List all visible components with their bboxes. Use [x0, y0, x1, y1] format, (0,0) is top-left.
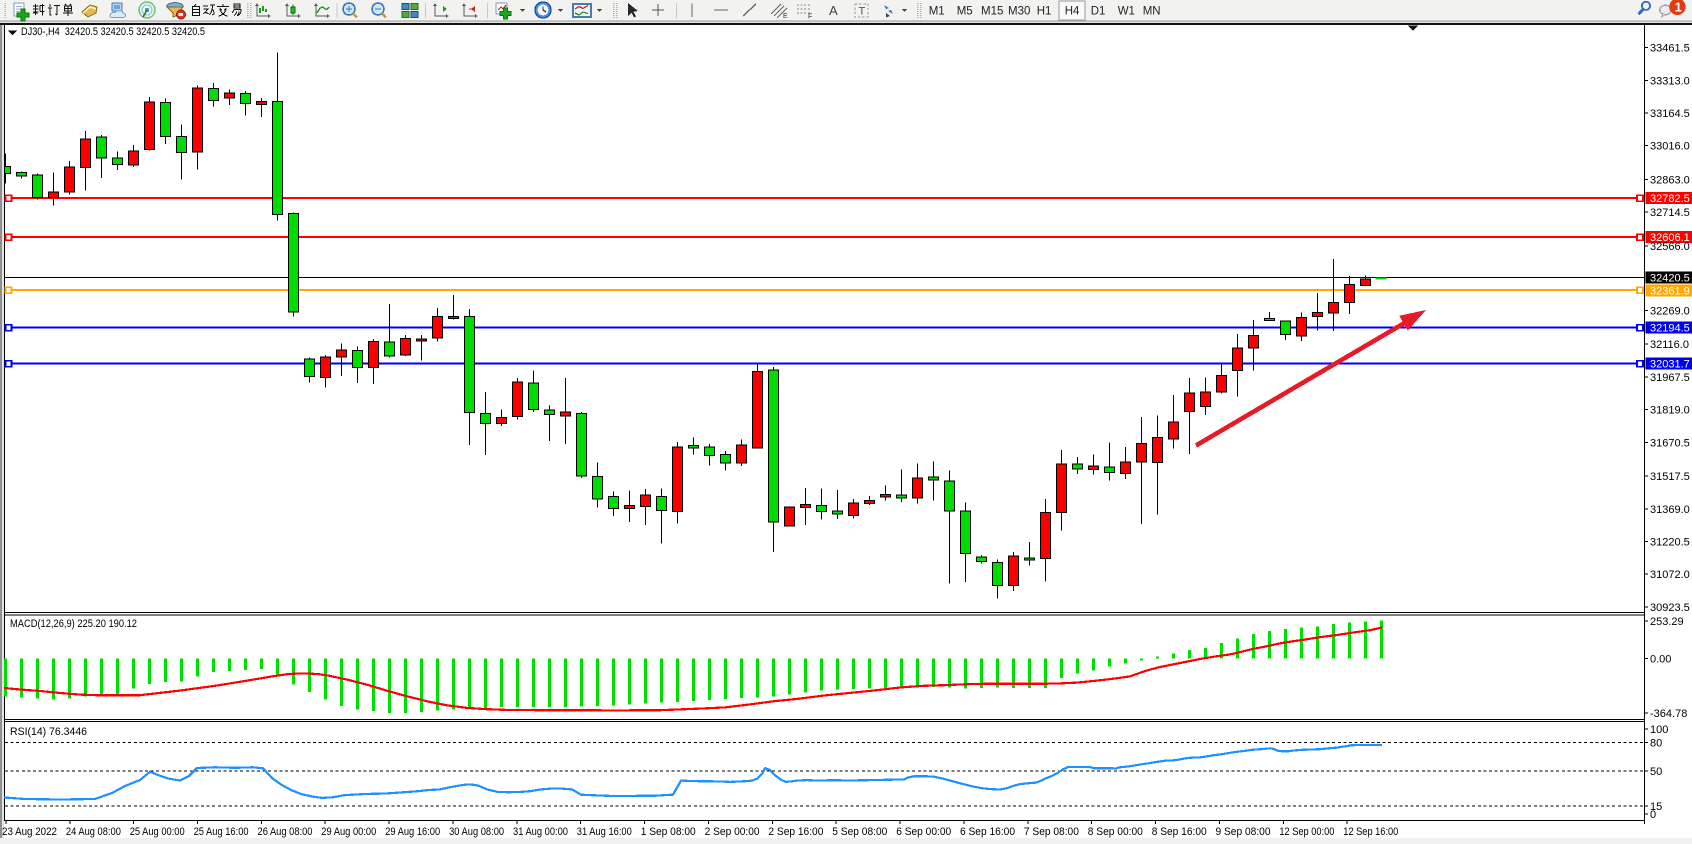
svg-text:12 Sep 00:00: 12 Sep 00:00 — [1279, 826, 1334, 838]
svg-text:32420.5: 32420.5 — [1650, 272, 1690, 284]
svg-text:MACD(12,26,9) 225.20 190.12: MACD(12,26,9) 225.20 190.12 — [10, 618, 137, 630]
svg-text:30 Aug 08:00: 30 Aug 08:00 — [449, 826, 504, 838]
svg-text:2 Sep 16:00: 2 Sep 16:00 — [768, 826, 823, 838]
svg-text:33164.5: 33164.5 — [1650, 108, 1690, 120]
svg-text:7 Sep 08:00: 7 Sep 08:00 — [1024, 826, 1079, 838]
svg-text:31967.5: 31967.5 — [1650, 372, 1690, 384]
svg-text:29 Aug 00:00: 29 Aug 00:00 — [321, 826, 376, 838]
svg-text:31072.0: 31072.0 — [1650, 569, 1690, 581]
svg-text:253.29: 253.29 — [1650, 616, 1684, 628]
svg-text:26 Aug 08:00: 26 Aug 08:00 — [258, 826, 313, 838]
svg-text:30923.5: 30923.5 — [1650, 602, 1690, 614]
svg-text:100: 100 — [1650, 724, 1668, 736]
svg-text:0: 0 — [1650, 809, 1656, 821]
svg-text:31670.5: 31670.5 — [1650, 437, 1690, 449]
svg-text:25 Aug 16:00: 25 Aug 16:00 — [194, 826, 249, 838]
svg-text:0.00: 0.00 — [1650, 653, 1671, 665]
svg-text:12 Sep 16:00: 12 Sep 16:00 — [1343, 826, 1398, 838]
svg-text:6 Sep 16:00: 6 Sep 16:00 — [960, 826, 1015, 838]
svg-text:M30: M30 — [1008, 6, 1030, 18]
svg-text:MN: MN — [1143, 6, 1161, 18]
svg-text:32361.9: 32361.9 — [1650, 286, 1690, 298]
svg-text:31 Aug 16:00: 31 Aug 16:00 — [577, 826, 632, 838]
svg-text:32194.5: 32194.5 — [1650, 323, 1690, 335]
svg-text:-364.78: -364.78 — [1650, 708, 1687, 720]
svg-text:31 Aug 00:00: 31 Aug 00:00 — [513, 826, 568, 838]
svg-text:9 Sep 08:00: 9 Sep 08:00 — [1216, 826, 1271, 838]
svg-text:M1: M1 — [929, 6, 945, 18]
svg-text:33313.0: 33313.0 — [1650, 75, 1690, 87]
svg-text:RSI(14) 76.3446: RSI(14) 76.3446 — [10, 726, 87, 738]
svg-text:8 Sep 16:00: 8 Sep 16:00 — [1152, 826, 1207, 838]
svg-text:H4: H4 — [1065, 6, 1080, 18]
svg-text:50: 50 — [1650, 766, 1662, 778]
svg-text:E: E — [783, 13, 788, 20]
svg-text:1 Sep 08:00: 1 Sep 08:00 — [641, 826, 696, 838]
svg-text:29 Aug 16:00: 29 Aug 16:00 — [385, 826, 440, 838]
svg-text:T: T — [859, 6, 866, 18]
svg-text:33461.5: 33461.5 — [1650, 43, 1690, 55]
svg-text:M15: M15 — [981, 6, 1003, 18]
svg-text:W1: W1 — [1118, 6, 1135, 18]
svg-text:23 Aug 2022: 23 Aug 2022 — [2, 826, 57, 838]
svg-text:31517.5: 31517.5 — [1650, 471, 1690, 483]
svg-text:31220.5: 31220.5 — [1650, 537, 1690, 549]
svg-text:32566.0: 32566.0 — [1650, 241, 1690, 253]
svg-text:32606.1: 32606.1 — [1650, 232, 1690, 244]
svg-text:24 Aug 08:00: 24 Aug 08:00 — [66, 826, 121, 838]
svg-text:M5: M5 — [957, 6, 973, 18]
svg-text:32269.0: 32269.0 — [1650, 305, 1690, 317]
svg-text:D1: D1 — [1091, 6, 1106, 18]
svg-text:32116.0: 32116.0 — [1650, 339, 1689, 351]
svg-text:80: 80 — [1650, 738, 1662, 750]
svg-text:H1: H1 — [1037, 6, 1052, 18]
svg-text:32863.0: 32863.0 — [1650, 175, 1690, 187]
svg-text:31369.0: 31369.0 — [1650, 504, 1690, 516]
svg-text:32031.7: 32031.7 — [1650, 359, 1690, 371]
svg-text:33016.0: 33016.0 — [1650, 141, 1690, 153]
svg-text:1: 1 — [1675, 0, 1682, 14]
svg-text:A: A — [829, 3, 838, 18]
svg-text:5 Sep 08:00: 5 Sep 08:00 — [832, 826, 887, 838]
svg-text:25 Aug 00:00: 25 Aug 00:00 — [130, 826, 185, 838]
svg-text:32714.5: 32714.5 — [1650, 207, 1690, 219]
svg-text:DJ30-,H4 32420.5 32420.5 3242: DJ30-,H4 32420.5 32420.5 32420.5 32420.5 — [21, 26, 205, 38]
svg-text:2 Sep 00:00: 2 Sep 00:00 — [705, 826, 760, 838]
svg-text:6 Sep 00:00: 6 Sep 00:00 — [896, 826, 951, 838]
svg-text:8 Sep 00:00: 8 Sep 00:00 — [1088, 826, 1143, 838]
svg-text:15: 15 — [1650, 801, 1662, 813]
svg-text:31819.0: 31819.0 — [1650, 405, 1690, 417]
svg-text:F: F — [808, 14, 812, 21]
svg-text:32782.5: 32782.5 — [1650, 193, 1690, 205]
